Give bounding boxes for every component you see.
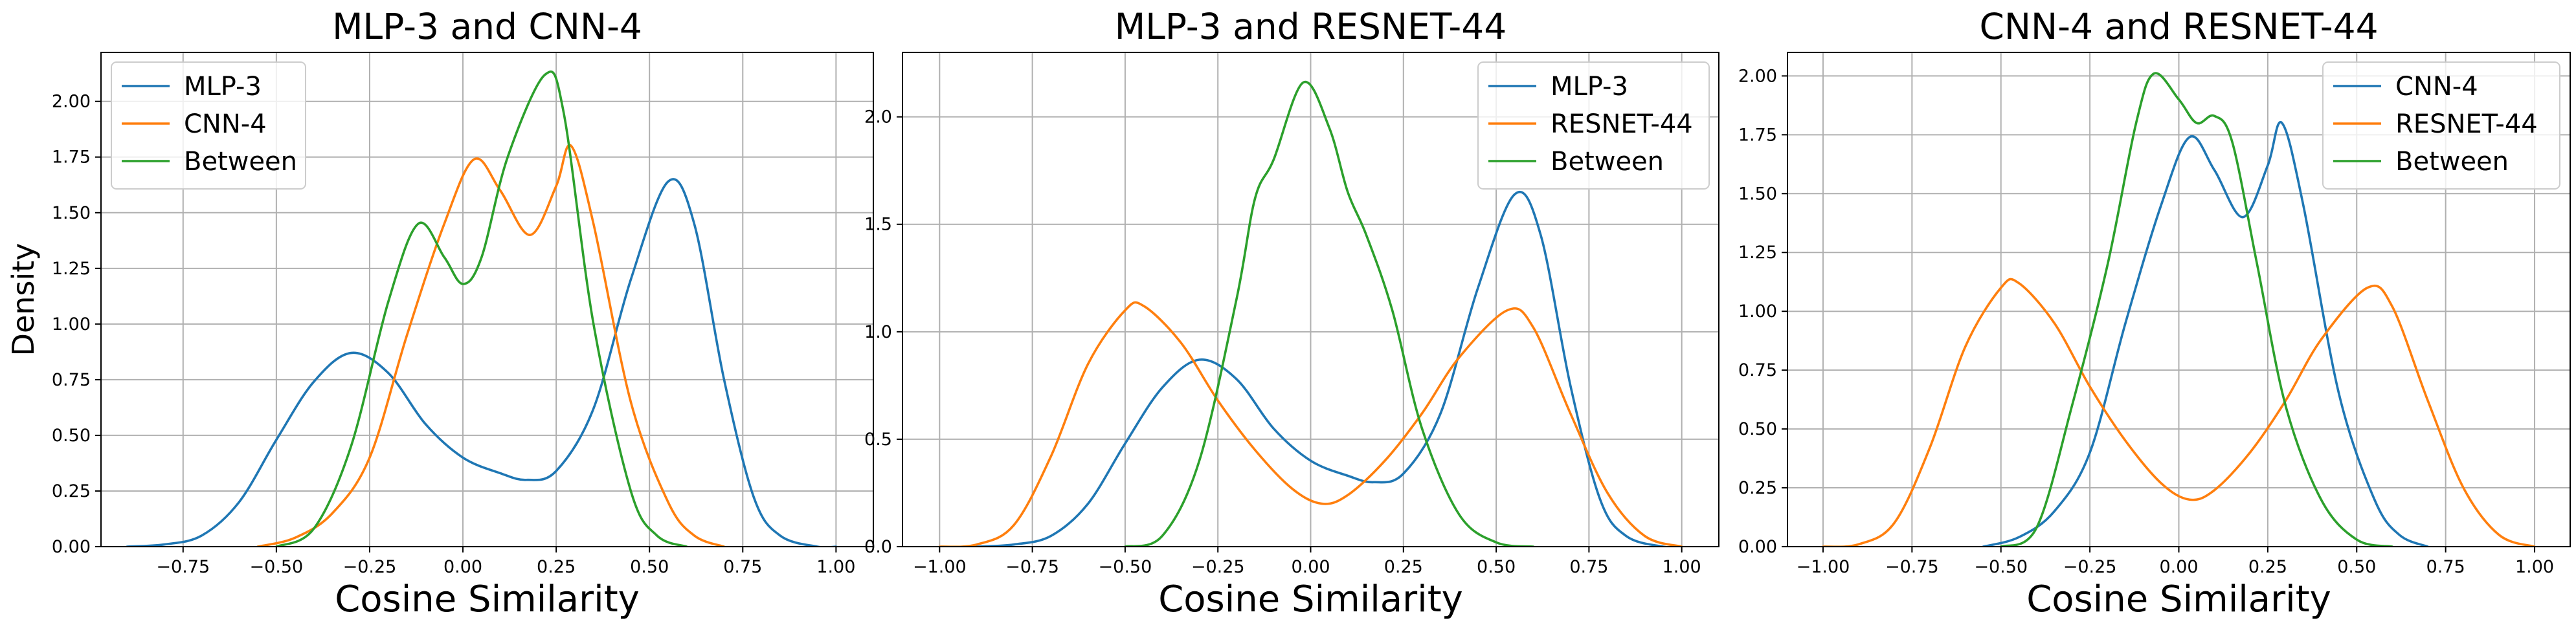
x-tick-label: 0.75	[2426, 557, 2465, 577]
legend-label: MLP-3	[184, 72, 262, 102]
y-tick-label: 1.5	[864, 215, 892, 235]
y-tick-label: 1.50	[52, 203, 91, 223]
y-tick-label: 1.25	[52, 259, 91, 279]
y-tick-label: 1.00	[1738, 301, 1777, 322]
x-tick-label: −0.25	[343, 557, 397, 577]
y-tick-label: 2.0	[864, 107, 892, 127]
y-tick-label: 1.75	[52, 148, 91, 168]
y-tick-label: 1.00	[52, 314, 91, 334]
y-tick-label: 0.5	[864, 430, 892, 450]
x-tick-label: −0.50	[249, 557, 303, 577]
x-tick-label: 0.50	[630, 557, 669, 577]
series-line-mlp-3	[126, 178, 838, 547]
y-tick-label: 0.75	[1738, 360, 1777, 380]
x-tick-label: −1.00	[1797, 557, 1850, 577]
chart-title: CNN-4 and RESNET-44	[1979, 6, 2378, 47]
y-tick-label: 1.75	[1738, 125, 1777, 145]
legend-label: Between	[2395, 147, 2509, 177]
x-tick-label: 0.25	[1384, 557, 1423, 577]
y-tick-label: 0.25	[1738, 478, 1777, 498]
y-tick-label: 1.25	[1738, 243, 1777, 263]
series-line-mlp-3	[975, 190, 1683, 547]
legend-box	[1477, 61, 1710, 190]
x-axis-label: Cosine Similarity	[335, 578, 640, 620]
x-tick-label: −0.25	[1191, 557, 1245, 577]
plot-frame	[902, 52, 1719, 547]
y-tick-label: 0.25	[52, 481, 91, 501]
legend-label: Between	[184, 147, 297, 177]
y-tick-label: 0.75	[52, 370, 91, 390]
x-tick-label: 0.50	[2337, 557, 2376, 577]
x-tick-label: −0.75	[1885, 557, 1939, 577]
x-tick-label: 1.00	[2515, 557, 2554, 577]
x-tick-label: −0.50	[1099, 557, 1152, 577]
legend-box	[2322, 61, 2560, 190]
series-line-between	[1999, 72, 2394, 547]
legend-label: Between	[1551, 147, 1664, 177]
legend: MLP-3 CNN-4 Between	[111, 61, 306, 190]
legend: CNN-4 RESNET-44 Between	[2322, 61, 2560, 190]
legend-label: RESNET-44	[2395, 109, 2538, 139]
x-tick-label: 0.00	[2159, 557, 2198, 577]
y-tick-label: 1.50	[1738, 184, 1777, 204]
y-tick-label: 2.00	[52, 92, 91, 112]
chart-title: MLP-3 and CNN-4	[332, 6, 642, 47]
legend-label: CNN-4	[184, 109, 267, 139]
x-tick-label: 1.00	[816, 557, 855, 577]
plot-frame	[100, 52, 874, 547]
x-tick-label: 0.75	[723, 557, 762, 577]
x-tick-label: −0.75	[1005, 557, 1059, 577]
x-tick-label: 0.25	[537, 557, 576, 577]
x-axis-label: Cosine Similarity	[2026, 578, 2331, 620]
legend-label: RESNET-44	[1551, 109, 1693, 139]
x-tick-label: 1.00	[1663, 557, 1701, 577]
x-tick-label: −1.00	[913, 557, 967, 577]
y-tick-label: 0.50	[1738, 419, 1777, 439]
legend-label: MLP-3	[1551, 72, 1628, 102]
x-axis-label: Cosine Similarity	[1158, 578, 1463, 620]
chart-panel-2: −1.00 −0.75 −0.50 −0.25 0.00 0.25 0.50 0.75 1.00…	[864, 6, 1719, 620]
chart-panel-3: −1.00 −0.75 −0.50 −0.25 0.00 0.25 0.50 0.75 1.00…	[1738, 6, 2571, 620]
chart-title: MLP-3 and RESNET-44	[1115, 6, 1506, 47]
series-group	[126, 71, 838, 547]
series-line-cnn-4	[256, 144, 726, 547]
y-tick-label: 0.00	[52, 537, 91, 557]
x-tick-label: 0.75	[1569, 557, 1608, 577]
legend-box	[111, 61, 306, 190]
series-line-cnn-4	[1982, 121, 2429, 547]
x-tick-label: 0.25	[2248, 557, 2287, 577]
series-group	[1822, 72, 2536, 547]
y-tick-label: 0.00	[1738, 537, 1777, 557]
y-tick-label: 1.0	[864, 322, 892, 342]
y-axis-label: Density	[6, 243, 41, 356]
x-tick-label: 0.00	[443, 557, 482, 577]
x-tick-label: 0.00	[1291, 557, 1330, 577]
x-tick-label: 0.50	[1477, 557, 1516, 577]
chart-panel-1: −0.75 −0.50 −0.25 0.00 0.25 0.50 0.75 1.00 0.00 0…	[6, 6, 874, 620]
series-line-between	[275, 71, 688, 547]
series-line-resnet-44	[938, 301, 1683, 547]
plot-frame	[1787, 52, 2571, 547]
x-tick-label: −0.75	[156, 557, 210, 577]
x-tick-label: −0.50	[1974, 557, 2028, 577]
legend-label: CNN-4	[2395, 72, 2478, 102]
series-line-between	[1124, 80, 1535, 547]
y-tick-label: 2.00	[1738, 66, 1777, 86]
y-tick-label: 0.0	[864, 537, 892, 557]
series-group	[938, 80, 1683, 547]
y-tick-label: 0.50	[52, 426, 91, 446]
x-tick-label: −0.25	[2063, 557, 2117, 577]
legend: MLP-3 RESNET-44 Between	[1477, 61, 1710, 190]
series-line-resnet-44	[1822, 278, 2536, 547]
